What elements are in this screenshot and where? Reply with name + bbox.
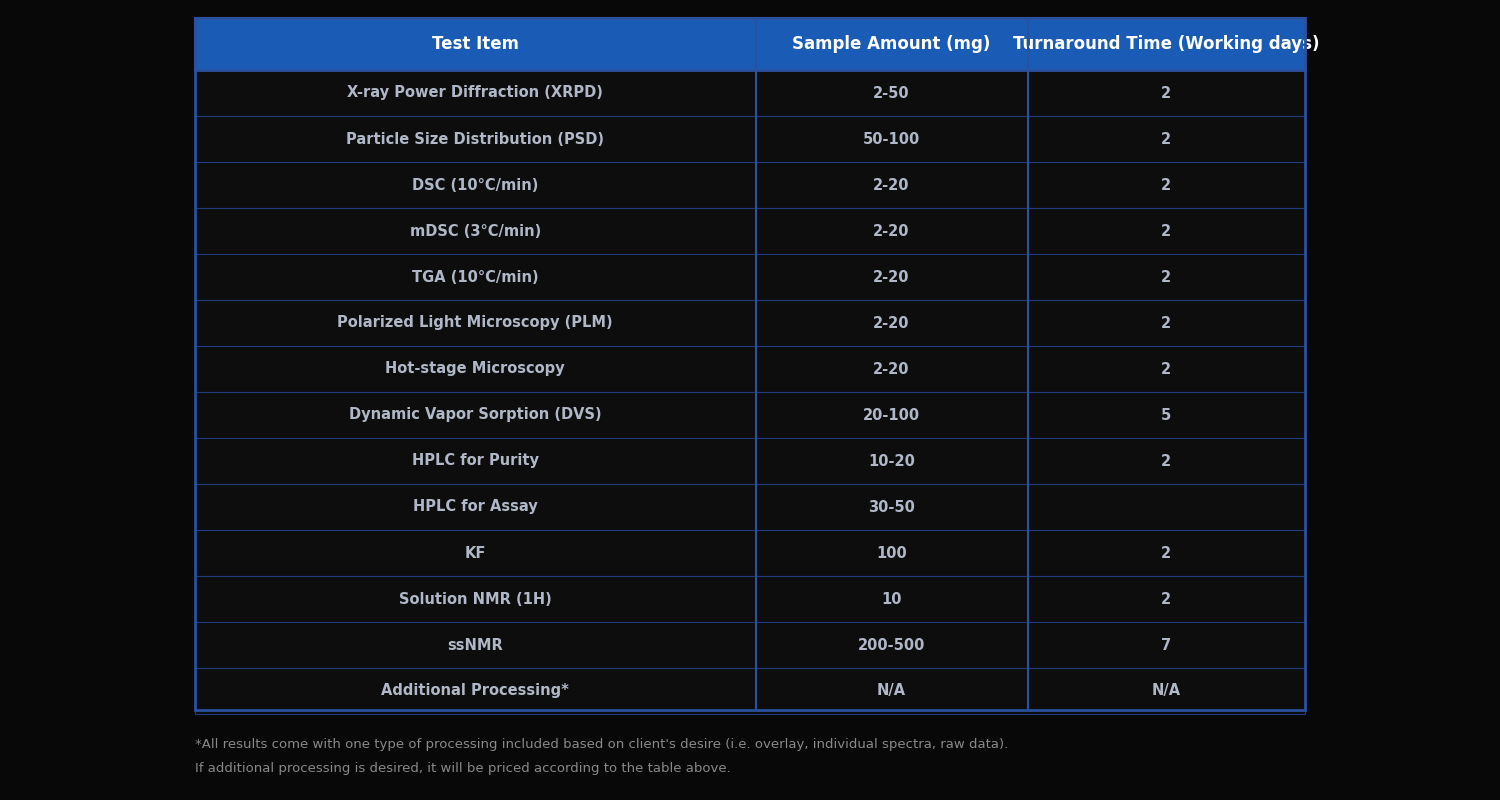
Text: Hot-stage Microscopy: Hot-stage Microscopy xyxy=(386,362,566,377)
Text: 2-20: 2-20 xyxy=(873,315,910,330)
Text: 2: 2 xyxy=(1161,454,1172,469)
Text: 30-50: 30-50 xyxy=(868,499,915,514)
Text: *All results come with one type of processing included based on client's desire : *All results come with one type of proce… xyxy=(195,738,1008,751)
Text: KF: KF xyxy=(465,546,486,561)
Bar xyxy=(195,346,1305,392)
Bar xyxy=(195,438,1305,484)
Text: 2-20: 2-20 xyxy=(873,223,910,238)
Text: 100: 100 xyxy=(876,546,908,561)
Text: 2: 2 xyxy=(1161,86,1172,101)
Bar xyxy=(195,254,1305,300)
Text: If additional processing is desired, it will be priced according to the table ab: If additional processing is desired, it … xyxy=(195,762,730,775)
Text: 2: 2 xyxy=(1161,546,1172,561)
Bar xyxy=(195,208,1305,254)
Bar xyxy=(195,70,1305,116)
Text: 2-50: 2-50 xyxy=(873,86,910,101)
Text: DSC (10°C/min): DSC (10°C/min) xyxy=(413,178,538,193)
Text: 50-100: 50-100 xyxy=(862,131,919,146)
Bar xyxy=(195,300,1305,346)
Text: 2: 2 xyxy=(1161,591,1172,606)
Text: 2: 2 xyxy=(1161,178,1172,193)
Bar xyxy=(195,484,1305,530)
Bar xyxy=(195,162,1305,208)
Bar xyxy=(195,116,1305,162)
Text: 2-20: 2-20 xyxy=(873,362,910,377)
Text: 2-20: 2-20 xyxy=(873,270,910,285)
Bar xyxy=(195,18,1305,70)
Bar xyxy=(195,622,1305,668)
Text: Test Item: Test Item xyxy=(432,35,519,53)
Text: 2: 2 xyxy=(1161,315,1172,330)
Text: N/A: N/A xyxy=(1152,683,1180,698)
Text: TGA (10°C/min): TGA (10°C/min) xyxy=(413,270,538,285)
Text: Turnaround Time (Working days): Turnaround Time (Working days) xyxy=(1013,35,1320,53)
Text: Additional Processing*: Additional Processing* xyxy=(381,683,568,698)
Text: Dynamic Vapor Sorption (DVS): Dynamic Vapor Sorption (DVS) xyxy=(350,407,602,422)
Bar xyxy=(195,18,1305,710)
Text: ssNMR: ssNMR xyxy=(447,638,503,653)
Text: 2: 2 xyxy=(1161,362,1172,377)
Text: 5: 5 xyxy=(1161,407,1172,422)
Text: Polarized Light Microscopy (PLM): Polarized Light Microscopy (PLM) xyxy=(338,315,614,330)
Bar xyxy=(195,668,1305,714)
Text: HPLC for Assay: HPLC for Assay xyxy=(413,499,537,514)
Text: 20-100: 20-100 xyxy=(862,407,919,422)
Text: Particle Size Distribution (PSD): Particle Size Distribution (PSD) xyxy=(346,131,604,146)
Text: N/A: N/A xyxy=(878,683,906,698)
Bar xyxy=(195,576,1305,622)
Text: 2-20: 2-20 xyxy=(873,178,910,193)
Text: Sample Amount (mg): Sample Amount (mg) xyxy=(792,35,990,53)
Text: 10-20: 10-20 xyxy=(868,454,915,469)
Text: 10: 10 xyxy=(882,591,902,606)
Text: Solution NMR (1H): Solution NMR (1H) xyxy=(399,591,552,606)
Text: 2: 2 xyxy=(1161,131,1172,146)
Text: X-ray Power Diffraction (XRPD): X-ray Power Diffraction (XRPD) xyxy=(348,86,603,101)
Text: 7: 7 xyxy=(1161,638,1172,653)
Text: mDSC (3°C/min): mDSC (3°C/min) xyxy=(410,223,542,238)
Text: HPLC for Purity: HPLC for Purity xyxy=(413,454,538,469)
Bar xyxy=(195,392,1305,438)
Text: 2: 2 xyxy=(1161,223,1172,238)
Text: 200-500: 200-500 xyxy=(858,638,926,653)
Text: 2: 2 xyxy=(1161,270,1172,285)
Bar xyxy=(195,530,1305,576)
